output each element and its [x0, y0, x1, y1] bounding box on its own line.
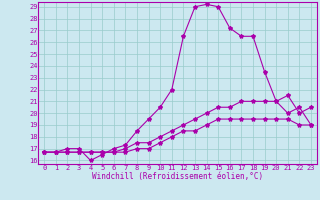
X-axis label: Windchill (Refroidissement éolien,°C): Windchill (Refroidissement éolien,°C) [92, 172, 263, 181]
